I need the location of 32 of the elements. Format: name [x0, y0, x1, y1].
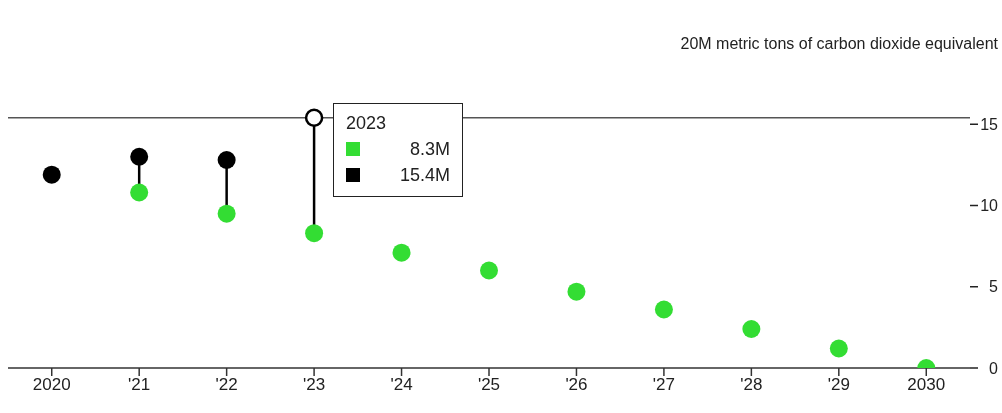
point	[304, 108, 324, 127]
point	[654, 300, 673, 319]
x-tick-label: 2020	[32, 375, 71, 395]
point	[742, 320, 761, 338]
point	[305, 224, 324, 243]
point	[392, 243, 411, 262]
point	[829, 339, 848, 358]
x-tick-label: '25	[477, 375, 501, 395]
y-tick-label: 0	[989, 359, 999, 377]
point	[217, 151, 236, 169]
y-tick-label: 5	[989, 278, 999, 296]
x-tick-label: 2030	[907, 375, 946, 395]
x-tick-label: '26	[565, 375, 588, 395]
x-tick-label: '29	[827, 375, 850, 395]
x-tick-label: '28	[740, 375, 763, 395]
point	[480, 261, 498, 280]
x-tick-label: '27	[652, 375, 675, 395]
annotation: 2023	[346, 112, 388, 135]
y-tick-label: 10	[980, 197, 999, 215]
annotation: 15.4M	[400, 164, 451, 187]
y-tick-label: 15	[980, 115, 999, 133]
annotation: 8.3M	[410, 138, 451, 161]
x-tick-label: '23	[303, 375, 326, 395]
x-tick-label: '24	[390, 375, 413, 395]
point	[567, 282, 586, 301]
x-tick-label: '21	[128, 375, 151, 395]
y-tick-label: 20M metric tons of carbon dioxide equivalent	[680, 34, 999, 52]
point	[217, 204, 236, 223]
point	[42, 165, 61, 184]
x-tick-label: '22	[215, 375, 238, 395]
point	[130, 147, 149, 166]
point	[130, 183, 149, 202]
